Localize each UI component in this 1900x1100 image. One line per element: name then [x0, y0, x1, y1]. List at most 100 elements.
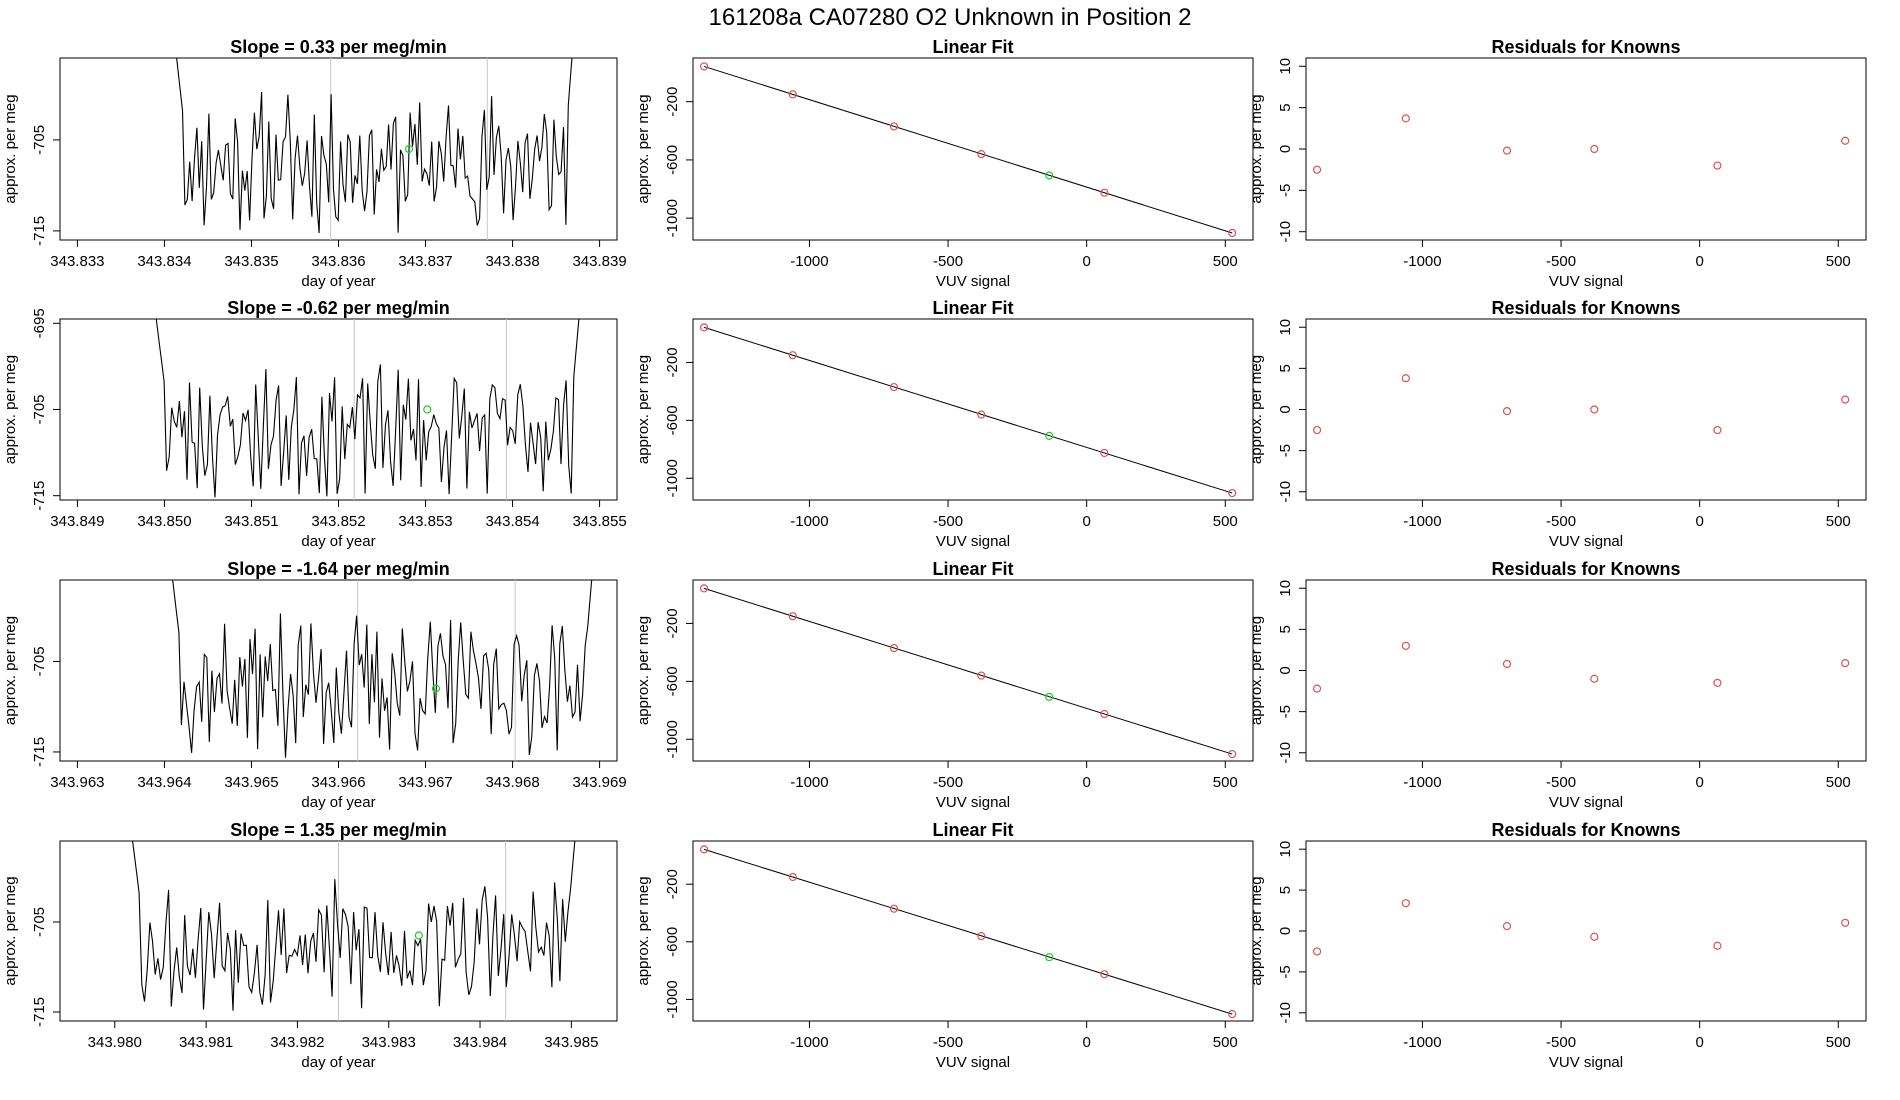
ts1-x-tick-label: 343.833: [50, 253, 104, 270]
ts3-title: Slope = -1.64 per meg/min: [227, 559, 450, 579]
fit2-plot-frame: [692, 318, 1254, 501]
fit2-x-tick-label: 0: [1082, 513, 1090, 530]
res1-y-tick-label: 0: [1277, 145, 1294, 153]
ts3-x-tick-label: 343.966: [311, 774, 365, 791]
res4-residual-point: [1312, 947, 1322, 956]
res1-residual-point: [1841, 136, 1850, 145]
ts4-y-tick-label: -705: [31, 907, 48, 937]
res1-residual-point: [1312, 165, 1322, 174]
fit1-known-point: [788, 90, 797, 99]
ts3-x-axis-label: day of year: [301, 794, 375, 811]
fit1-known-point: [889, 122, 899, 131]
fit4-known-point: [977, 931, 986, 941]
fit2-x-tick-label: -1000: [790, 513, 828, 530]
fit3-plot-frame: [692, 579, 1254, 762]
fit4-known-point: [699, 845, 709, 854]
ts2-x-tick-label: 343.855: [572, 513, 626, 530]
res3-y-tick-label: -5: [1277, 705, 1294, 718]
res2-x-tick-label: 0: [1695, 513, 1703, 530]
fit1-y-axis-label: approx. per meg: [635, 94, 652, 203]
ts2-x-tick-label: 343.850: [137, 513, 191, 530]
res4-residual-point: [1713, 941, 1722, 950]
fit4-x-axis-label: VUV signal: [936, 1054, 1010, 1071]
fit1-known-point: [699, 62, 709, 71]
fit2-y-tick-label: -1000: [664, 459, 681, 497]
fit2-x-axis-label: VUV signal: [936, 533, 1010, 550]
fit3-x-tick-label: -500: [933, 774, 963, 791]
fit4-known-point: [1100, 970, 1109, 979]
res4-x-tick-label: 500: [1826, 1034, 1851, 1051]
fit1-x-tick-label: 500: [1213, 253, 1238, 270]
res3-y-tick-label: 5: [1277, 625, 1294, 633]
res3-residual-point: [1312, 684, 1322, 693]
fit2-known-point: [699, 323, 709, 332]
ts4-x-tick-label: 343.984: [453, 1034, 507, 1051]
fit2-title: Linear Fit: [932, 298, 1013, 318]
res2-x-tick-label: -1000: [1403, 513, 1441, 530]
res2-residual-point: [1401, 374, 1410, 383]
ts3-x-tick-label: 343.965: [224, 774, 278, 791]
fit4-plot-frame: [692, 840, 1254, 1022]
ts3-x-tick-label: 343.967: [398, 774, 452, 791]
res3-x-axis-label: VUV signal: [1549, 794, 1623, 811]
res2-y-tick-label: 10: [1277, 319, 1294, 336]
ts4-signal-line: [132, 841, 576, 1011]
res3-title: Residuals for Knowns: [1491, 559, 1680, 579]
res2-x-tick-label: -500: [1546, 513, 1576, 530]
ts3-x-tick-label: 343.964: [137, 774, 191, 791]
ts2-y-tick-label: -705: [31, 394, 48, 424]
ts1-y-axis-label: approx. per meg: [2, 94, 19, 203]
res2-residual-point: [1841, 395, 1850, 404]
fit1-x-tick-label: -500: [933, 253, 963, 270]
ts1-y-tick-label: -715: [31, 216, 48, 246]
ts2-title: Slope = -0.62 per meg/min: [227, 298, 450, 318]
res2-y-tick-label: -10: [1277, 481, 1294, 503]
res4-residual-point: [1590, 932, 1599, 941]
fit2-known-point: [889, 382, 899, 392]
res3-y-tick-label: -10: [1277, 742, 1294, 764]
ts4-x-tick-label: 343.982: [270, 1034, 324, 1051]
ts1-y-tick-label: -705: [31, 125, 48, 155]
fit1-x-tick-label: -1000: [790, 253, 828, 270]
fit1-unknown-point: [1045, 171, 1054, 180]
fit4-fit-line: [703, 848, 1233, 1015]
ts2-y-axis-label: approx. per meg: [2, 355, 19, 464]
fit4-y-tick-label: -600: [664, 927, 681, 957]
res3-x-tick-label: 0: [1695, 774, 1703, 791]
res3-y-axis-label: approx. per meg: [1248, 616, 1265, 725]
ts1-x-axis-label: day of year: [301, 273, 375, 290]
ts2-x-tick-label: 343.852: [311, 513, 365, 530]
ts4-x-tick-label: 343.981: [179, 1034, 233, 1051]
ts3-plot-frame: [59, 579, 618, 762]
fit1-x-tick-label: 0: [1082, 253, 1090, 270]
ts4-y-axis-label: approx. per meg: [2, 876, 19, 985]
res3-plot-frame: [1305, 579, 1867, 762]
fit1-plot-frame: [692, 57, 1254, 241]
res3-x-tick-label: 500: [1826, 774, 1851, 791]
res4-y-axis-label: approx. per meg: [1248, 876, 1265, 985]
fit3-known-point: [699, 584, 709, 593]
fit2-y-axis-label: approx. per meg: [635, 355, 652, 464]
fit3-x-tick-label: 0: [1082, 774, 1090, 791]
ts2-x-tick-label: 343.851: [224, 513, 278, 530]
ts4-y-tick-label: -715: [31, 997, 48, 1027]
page-title: 161208a CA07280 O2 Unknown in Position 2: [708, 4, 1192, 31]
res1-y-tick-label: -5: [1277, 184, 1294, 197]
res4-y-tick-label: 5: [1277, 886, 1294, 894]
res1-x-tick-label: -500: [1546, 253, 1576, 270]
fit3-x-axis-label: VUV signal: [936, 794, 1010, 811]
ts2-signal-line: [155, 319, 580, 498]
res4-y-tick-label: -10: [1277, 1002, 1294, 1024]
res1-y-tick-label: -10: [1277, 221, 1294, 243]
res3-residual-point: [1401, 641, 1410, 650]
ts1-x-tick-label: 343.838: [485, 253, 539, 270]
res3-y-tick-label: 10: [1277, 580, 1294, 597]
res4-residual-point: [1841, 918, 1850, 927]
ts4-title: Slope = 1.35 per meg/min: [230, 820, 447, 840]
ts3-unknown-point: [431, 684, 441, 693]
fit2-y-tick-label: -200: [664, 347, 681, 377]
res4-residual-point: [1502, 921, 1512, 931]
fit4-x-tick-label: -1000: [790, 1034, 828, 1051]
ts2-y-tick-label: -695: [31, 308, 48, 338]
